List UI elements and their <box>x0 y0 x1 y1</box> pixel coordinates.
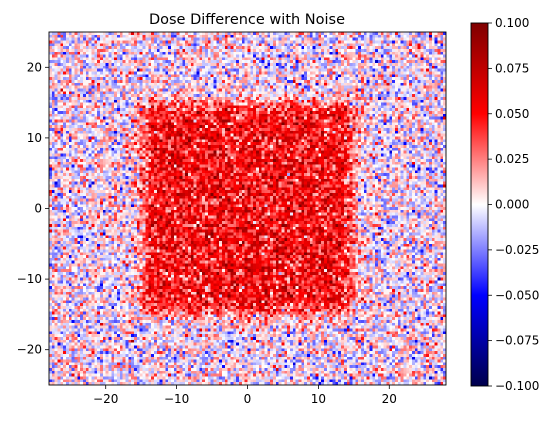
x-tick-label: 20 <box>382 392 397 406</box>
heatmap <box>49 32 446 385</box>
colorbar-tick-label: −0.050 <box>495 288 539 302</box>
colorbar-tick-label: 0.075 <box>495 61 529 75</box>
chart-title: Dose Difference with Noise <box>149 12 345 28</box>
y-tick-label: 10 <box>27 131 42 145</box>
x-tick-label: 0 <box>244 392 252 406</box>
y-tick-label: −10 <box>17 272 42 286</box>
colorbar-axis: −0.100 −0.075 −0.050 −0.025 0.000 0.025 0.050 0… <box>488 16 539 393</box>
x-axis: −20 −10 0 10 20 <box>93 385 397 406</box>
y-tick-label: 0 <box>34 202 42 216</box>
colorbar-tick-label: −0.025 <box>495 243 539 257</box>
colorbar-tick-label: 0.000 <box>495 198 529 212</box>
y-tick-label: −20 <box>17 343 42 357</box>
colorbar-tick-label: −0.100 <box>495 379 539 393</box>
colorbar <box>470 22 489 387</box>
colorbar-tick-label: 0.100 <box>495 16 529 30</box>
colorbar-tick-label: −0.075 <box>495 334 539 348</box>
colorbar-tick-label: 0.050 <box>495 107 529 121</box>
x-tick-label: −10 <box>164 392 189 406</box>
heatmap-image <box>49 32 446 385</box>
y-tick-label: 20 <box>27 60 42 74</box>
y-axis: −20 −10 0 10 20 <box>17 60 49 357</box>
x-tick-label: −20 <box>93 392 118 406</box>
colorbar-tick-label: 0.025 <box>495 152 529 166</box>
x-tick-label: 10 <box>311 392 326 406</box>
